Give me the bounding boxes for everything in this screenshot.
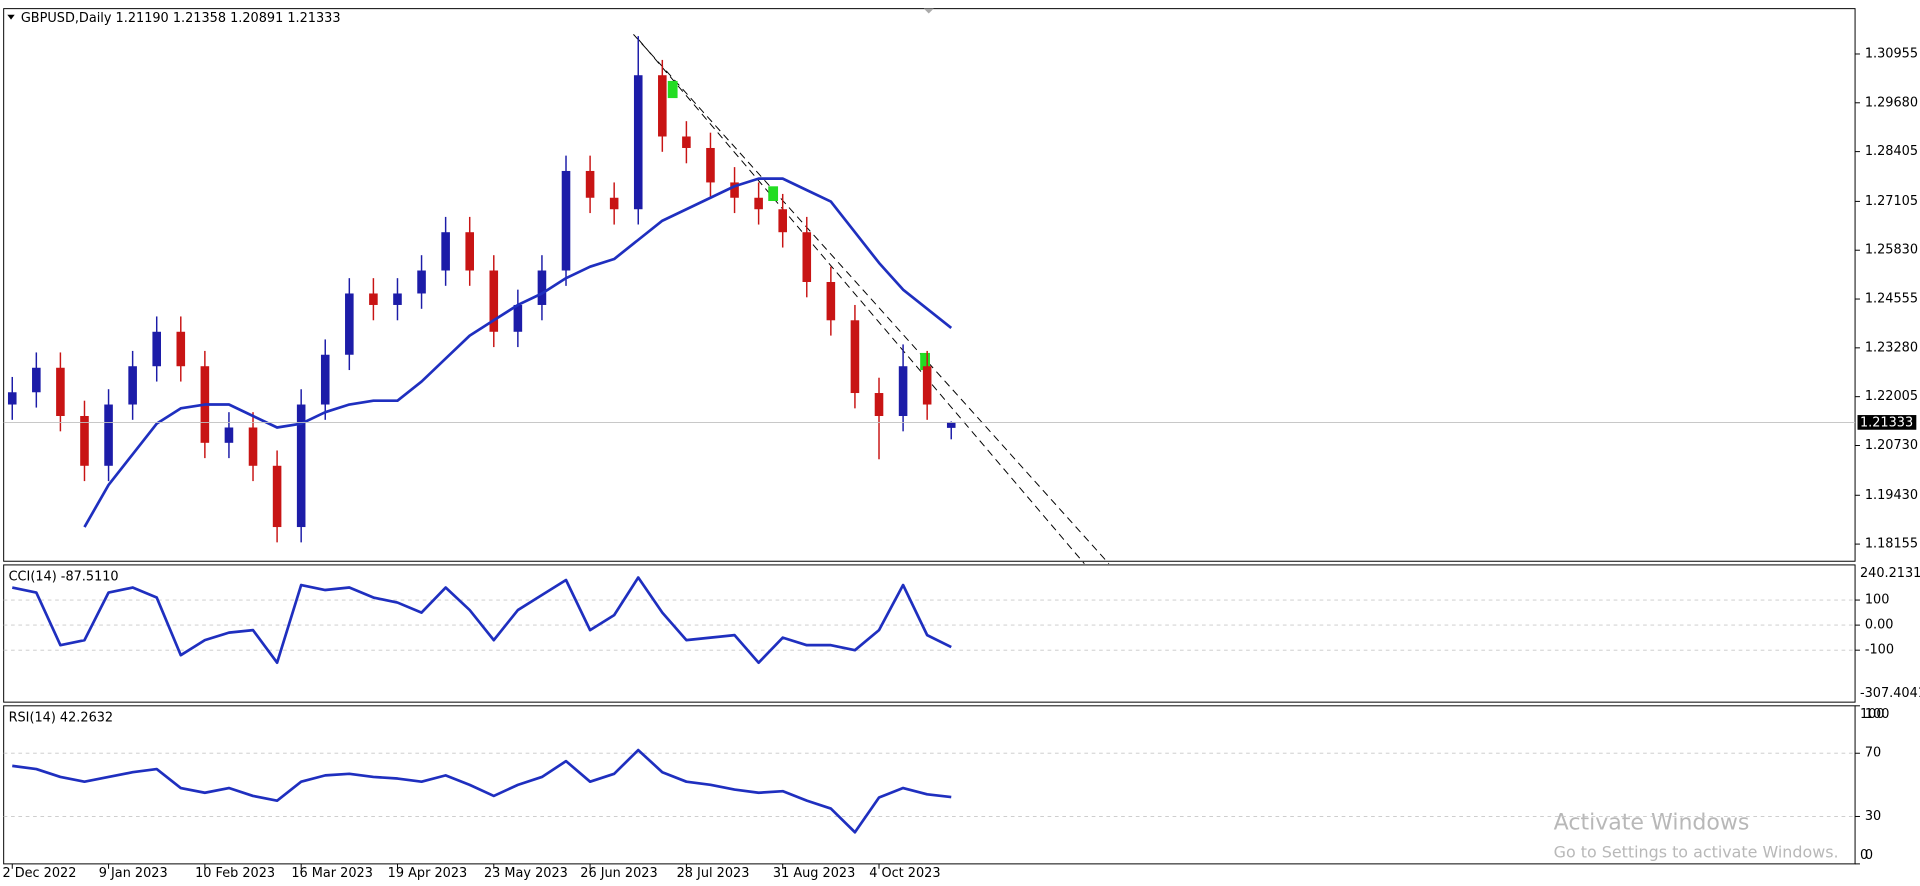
x-tick-label: 9 Jan 2023 (99, 866, 168, 881)
candle-body (706, 147, 715, 183)
candle-body (874, 393, 884, 417)
candle-body (922, 366, 932, 405)
candle-body (80, 416, 89, 466)
trendline (633, 34, 1110, 565)
candle-body (658, 75, 667, 137)
x-tick-label: 2 Dec 2022 (2, 866, 76, 881)
candle-body (32, 367, 41, 393)
candle-body (489, 270, 499, 332)
watermark: Activate Windows (1554, 810, 1750, 835)
y-tick-label: 100 (1865, 707, 1890, 722)
x-tick-label: 4 Oct 2023 (869, 866, 940, 881)
y-tick-label: 100 (1865, 593, 1890, 608)
candle-body (850, 320, 860, 394)
y-tick-label: -100 (1865, 643, 1894, 658)
y-tick-label: 30 (1865, 809, 1881, 824)
y-limit-label: 240.2131 (1860, 566, 1920, 581)
pane-title: RSI(14) 42.2632 (9, 711, 114, 726)
candle-body (320, 354, 330, 405)
candle-body (585, 170, 595, 198)
candle-body (826, 281, 836, 321)
candle-body (296, 404, 306, 528)
candle-body (730, 182, 739, 198)
menu-arrow[interactable] (7, 14, 15, 20)
pane-title: CCI(14) -87.5110 (9, 570, 119, 585)
candle-body (224, 427, 234, 443)
candle-body (369, 293, 378, 305)
signal-marker (920, 352, 930, 371)
candle-body (609, 197, 619, 210)
y-tick-label: 1.28405 (1865, 144, 1918, 159)
candle-body (272, 465, 282, 528)
y-tick-label: 70 (1865, 746, 1881, 761)
candle-body (128, 366, 137, 405)
x-tick-label: 26 Jun 2023 (580, 866, 657, 881)
rsi-pane (3, 705, 1856, 865)
candle-body (778, 209, 787, 233)
x-tick-label: 10 Feb 2023 (195, 866, 275, 881)
x-tick-label: 19 Apr 2023 (388, 866, 468, 881)
candle-body (56, 367, 65, 417)
x-tick-label: 16 Mar 2023 (291, 866, 373, 881)
y-tick-label: 1.19430 (1865, 488, 1918, 503)
candle-body (513, 304, 523, 332)
signal-marker (667, 80, 678, 99)
y-tick-label: 1.25830 (1865, 243, 1918, 258)
y-tick-label: 1.29680 (1865, 95, 1918, 110)
candle-body (633, 75, 643, 210)
candle-body (7, 392, 17, 405)
y-tick-label: 1.27105 (1865, 194, 1918, 209)
candle-body (465, 232, 474, 271)
x-tick-label: 31 Aug 2023 (773, 866, 855, 881)
candle-body (561, 170, 571, 271)
last-price-box (1857, 415, 1917, 430)
last-price-label: 1.21333 (1860, 416, 1913, 431)
indicator-line (12, 748, 952, 834)
y-tick-label: 1.23280 (1865, 340, 1918, 355)
y-tick-label: 0.00 (1865, 618, 1894, 633)
x-tick-label: 28 Jul 2023 (677, 866, 750, 881)
candle-body (104, 404, 113, 466)
y-tick-label: 1.30955 (1865, 46, 1918, 61)
candle-body (152, 331, 162, 367)
candle-body (898, 366, 908, 417)
candle-body (754, 197, 763, 210)
indicator-line (11, 576, 952, 665)
y-tick-label: 0 (1865, 848, 1873, 863)
candle-body (345, 293, 354, 355)
candle-body (417, 270, 426, 294)
candle-body (248, 427, 258, 466)
candle-body (946, 422, 956, 428)
moving-average (83, 177, 953, 528)
cci-pane (3, 564, 1856, 703)
candle-body (802, 232, 812, 282)
candle-body (537, 270, 547, 305)
trendline (637, 38, 1085, 565)
chart-title: GBPUSD,Daily 1.21190 1.21358 1.20891 1.2… (21, 11, 341, 26)
y-limit-label: -307.4041 (1860, 686, 1920, 701)
y-tick-label: 1.18155 (1865, 537, 1918, 552)
y-tick-label: 1.24555 (1865, 292, 1918, 307)
candle-body (682, 136, 691, 148)
candle-body (441, 232, 450, 271)
candle-body (393, 293, 402, 305)
x-tick-label: 23 May 2023 (484, 866, 568, 881)
y-tick-label: 1.20730 (1865, 438, 1918, 453)
watermark: Go to Settings to activate Windows. (1554, 842, 1839, 861)
candle-body (176, 331, 186, 367)
shift-marker (923, 8, 934, 14)
signal-marker (768, 186, 779, 202)
y-limit-label: 100 (1860, 707, 1885, 722)
y-limit-label: 0 (1860, 848, 1868, 863)
y-tick-label: 1.22005 (1865, 389, 1918, 404)
